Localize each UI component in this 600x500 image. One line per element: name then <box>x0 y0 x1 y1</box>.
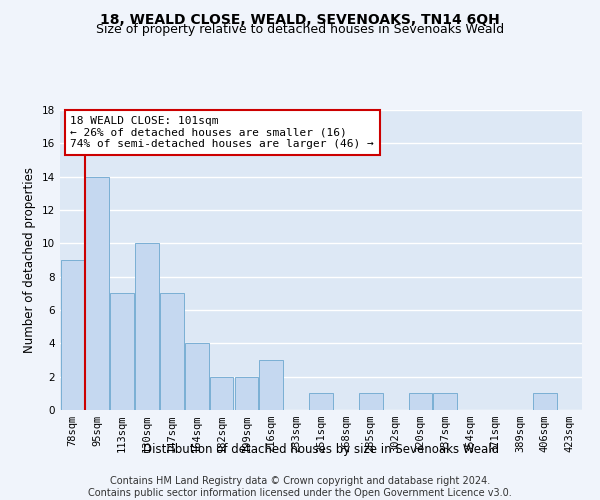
Text: Contains HM Land Registry data © Crown copyright and database right 2024.
Contai: Contains HM Land Registry data © Crown c… <box>88 476 512 498</box>
Bar <box>61 260 84 410</box>
Bar <box>85 176 109 410</box>
Bar <box>433 394 457 410</box>
Bar <box>210 376 233 410</box>
Bar <box>359 394 383 410</box>
Bar <box>235 376 258 410</box>
Bar <box>160 294 184 410</box>
Bar <box>533 394 557 410</box>
Bar <box>110 294 134 410</box>
Bar <box>185 344 209 410</box>
Text: Size of property relative to detached houses in Sevenoaks Weald: Size of property relative to detached ho… <box>96 22 504 36</box>
Bar <box>309 394 333 410</box>
Bar <box>259 360 283 410</box>
Bar <box>409 394 432 410</box>
Y-axis label: Number of detached properties: Number of detached properties <box>23 167 37 353</box>
Text: 18, WEALD CLOSE, WEALD, SEVENOAKS, TN14 6QH: 18, WEALD CLOSE, WEALD, SEVENOAKS, TN14 … <box>100 12 500 26</box>
Bar <box>135 244 159 410</box>
Text: Distribution of detached houses by size in Sevenoaks Weald: Distribution of detached houses by size … <box>143 442 499 456</box>
Text: 18 WEALD CLOSE: 101sqm
← 26% of detached houses are smaller (16)
74% of semi-det: 18 WEALD CLOSE: 101sqm ← 26% of detached… <box>70 116 374 149</box>
